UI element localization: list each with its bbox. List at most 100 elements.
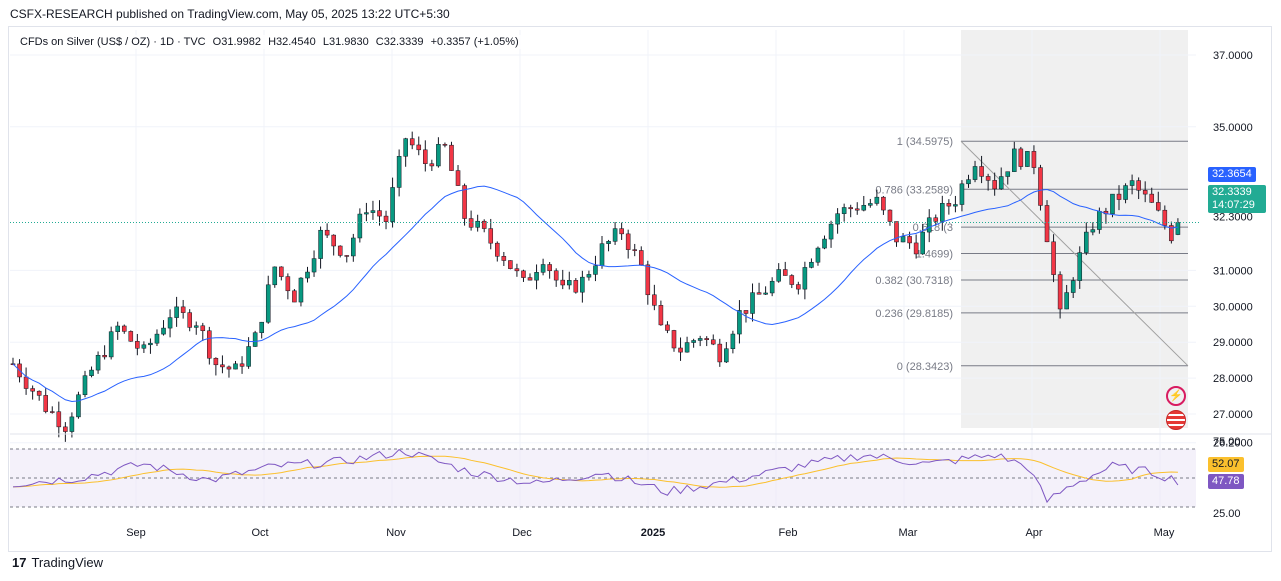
price-tick-label: 29.0000 (1213, 337, 1253, 349)
candle-down (501, 256, 507, 261)
candle-down (887, 209, 893, 222)
candle-down (429, 163, 435, 167)
candle-down (710, 339, 716, 345)
candle-down (789, 275, 795, 285)
rsi-tick-label: 25.00 (1213, 508, 1241, 520)
us-flag-icon[interactable] (1166, 410, 1186, 430)
price-tick-label-partial: 32.3000 (1213, 212, 1253, 224)
candle-up (403, 138, 408, 157)
fib-level-label: 0.786 (33.2589) (875, 184, 953, 196)
lightning-icon[interactable]: ⚡ (1166, 386, 1186, 406)
candle-up (351, 237, 356, 257)
candle-up (724, 348, 729, 363)
candle-down (1031, 151, 1037, 168)
candle-down (671, 330, 677, 349)
candle-down (1038, 167, 1043, 206)
fib-trend-line (960, 140, 1189, 367)
candle-up (1090, 229, 1096, 233)
candle-up (593, 265, 598, 275)
candle-up (953, 204, 958, 207)
candle-down (756, 292, 762, 295)
candle-up (272, 266, 278, 286)
candle-down (508, 260, 513, 269)
published-header: CSFX-RESEARCH published on TradingView.c… (10, 7, 450, 21)
candle-up (534, 272, 539, 281)
candle-down (488, 228, 494, 244)
rsi-value-tag: 47.78 (1208, 474, 1244, 489)
candle-up (108, 331, 114, 358)
candle-up (252, 332, 258, 347)
candle-up (763, 292, 768, 295)
candle-down (442, 144, 448, 146)
candle-up (802, 267, 808, 290)
legend-symbol: CFDs on Silver (US$ / OZ) · 1D · TVC (20, 36, 206, 48)
candle-down (652, 294, 657, 306)
candle-up (940, 203, 945, 222)
candle-down (979, 166, 984, 177)
candle-up (599, 243, 605, 266)
price-tick-label: 30.0000 (1213, 301, 1253, 313)
candle-up (769, 280, 775, 294)
fib-level-label: 0 (28.3423) (897, 361, 953, 373)
candle-up (265, 284, 271, 323)
candle-up (972, 166, 978, 180)
fib-level-label: 1 (34.5975) (897, 136, 953, 148)
candle-up (998, 176, 1004, 190)
candle-down (907, 236, 912, 244)
candle-up (141, 344, 147, 349)
chart-frame (8, 26, 1272, 552)
moving-average-line (12, 185, 1178, 402)
candle-down (121, 325, 127, 332)
candle-up (1025, 151, 1030, 167)
price-tick-label: 37.0000 (1213, 50, 1253, 62)
time-axis-label: May (1154, 527, 1175, 539)
candle-down (560, 279, 566, 286)
candle-up (305, 271, 310, 279)
candle-down (239, 363, 245, 367)
tradingview-logo-icon: 17 (12, 555, 27, 570)
candle-up (612, 228, 618, 242)
tradingview-footer[interactable]: 17 TradingView (12, 555, 103, 570)
candle-down (1155, 202, 1161, 211)
candle-down (49, 411, 55, 413)
legend-high: H32.4540 (268, 36, 316, 48)
candle-up (475, 220, 480, 228)
time-axis-label: Feb (779, 527, 798, 539)
candle-up (959, 183, 965, 205)
candle-down (481, 220, 487, 229)
candle-down (344, 255, 350, 257)
rsi-ma-line (12, 455, 1178, 488)
candle-up (69, 416, 75, 432)
candle-down (423, 149, 428, 164)
candle-down (665, 324, 670, 331)
candle-up (861, 205, 867, 211)
candle-up (684, 342, 690, 353)
fib-level-label: 0.382 (30.7318) (875, 275, 953, 287)
candle-down (946, 203, 952, 207)
candle-down (226, 366, 232, 370)
legend-open: O31.9982 (212, 36, 261, 48)
symbol-legend: CFDs on Silver (US$ / OZ) · 1D · TVC O31… (18, 35, 525, 49)
candle-down (285, 276, 291, 292)
candle-up (697, 338, 703, 341)
candle-up (606, 241, 611, 244)
candle-down (881, 196, 886, 211)
candle-down (1018, 148, 1024, 167)
candle-up (920, 231, 925, 255)
candle-up (868, 203, 873, 206)
candle-down (625, 233, 631, 250)
price-tick-label: 27.0000 (1213, 409, 1253, 421)
candle-up (1123, 185, 1128, 200)
candle-down (1142, 190, 1148, 195)
candle-down (573, 280, 579, 293)
candle-down (63, 426, 68, 432)
candle-up (396, 156, 402, 188)
candle-up (809, 261, 814, 268)
candle-down (1051, 241, 1056, 275)
candle-up (174, 306, 179, 318)
candle-down (30, 388, 35, 392)
candle-down (416, 144, 422, 151)
price-tick-label: 26.2000 (1213, 438, 1253, 450)
countdown: 14:07:29 (1212, 199, 1255, 211)
